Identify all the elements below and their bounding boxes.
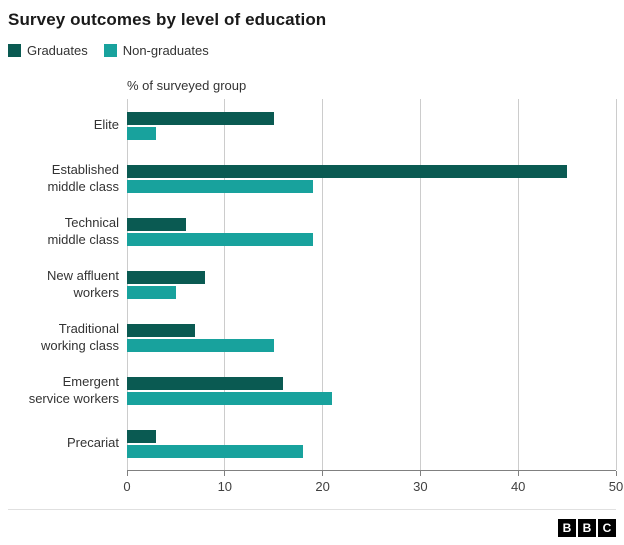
axis-tick: [419, 471, 421, 476]
bar-group: [127, 258, 616, 311]
bar-non-graduates: [127, 285, 176, 299]
axis-tick: [224, 471, 226, 476]
axis-tick-label: 10: [217, 479, 233, 494]
bar-group: [127, 417, 616, 470]
legend-label-graduates: Graduates: [27, 43, 88, 58]
category-label: Elite: [93, 117, 119, 133]
legend-swatch-non-graduates: [103, 44, 117, 57]
x-axis-title: % of surveyed group: [127, 78, 247, 93]
axis-tick-label: 50: [608, 479, 624, 494]
bar-non-graduates: [127, 391, 333, 405]
axis-tick-label: 40: [510, 479, 526, 494]
bar-non-graduates: [127, 179, 313, 193]
bar-graduates: [127, 323, 196, 337]
bar-graduates: [127, 111, 274, 125]
legend-label-non-graduates: Non-graduates: [122, 43, 209, 58]
bar-graduates: [127, 217, 186, 231]
bar-non-graduates: [127, 444, 304, 458]
gridline: [322, 99, 324, 470]
category-label: Precariat: [66, 435, 119, 451]
chart-row: Elite: [8, 99, 616, 152]
category-label: Traditional working class: [40, 321, 119, 353]
legend: Graduates Non-graduates: [8, 43, 616, 58]
gridline: [615, 99, 617, 470]
bar-graduates: [127, 429, 157, 443]
bar-non-graduates: [127, 338, 274, 352]
chart-row: Traditional working class: [8, 311, 616, 364]
bar-non-graduates: [127, 232, 313, 246]
chart-title: Survey outcomes by level of education: [8, 10, 327, 29]
bar-group: [127, 152, 616, 205]
bar-graduates: [127, 376, 284, 390]
bar-group: [127, 205, 616, 258]
gridline: [224, 99, 226, 470]
gridline: [517, 99, 519, 470]
axis-tick-label: 20: [315, 479, 330, 494]
bbc-logo-block: B: [558, 519, 576, 537]
bar-group: [127, 99, 616, 152]
axis-tick-label: 0: [123, 479, 131, 494]
axis-tick-label: 30: [413, 479, 428, 494]
axis-tick: [517, 471, 519, 476]
bar-non-graduates: [127, 126, 157, 140]
bar-rows: Elite Established middle class Technical m…: [8, 99, 616, 470]
chart-row: Precariat: [8, 417, 616, 470]
legend-swatch-graduates: [8, 44, 21, 57]
gridline: [419, 99, 421, 470]
axis-tick: [615, 471, 617, 476]
chart-row: Technical middle class: [8, 205, 616, 258]
axis-tick: [322, 471, 324, 476]
gridline: [126, 99, 128, 470]
bar-graduates: [127, 270, 206, 284]
legend-item-graduates: Graduates: [8, 43, 88, 58]
category-label: Technical middle class: [47, 215, 119, 247]
bbc-logo-block: C: [598, 519, 616, 537]
bar-graduates: [127, 164, 568, 178]
chart-row: Established middle class: [8, 152, 616, 205]
chart-row: Emergent service workers: [8, 364, 616, 417]
bar-group: [127, 311, 616, 364]
plot-area: Elite Established middle class Technical m…: [8, 99, 623, 496]
category-label: Established middle class: [47, 162, 119, 194]
bar-group: [127, 364, 616, 417]
category-label: New affluent workers: [46, 268, 119, 300]
bbc-logo-block: B: [578, 519, 596, 537]
chart-row: New affluent workers: [8, 258, 616, 311]
legend-item-non-graduates: Non-graduates: [103, 43, 209, 58]
x-axis: 0 10 20 30 40 50: [123, 470, 623, 496]
axis-tick: [126, 471, 128, 476]
gridlines: [126, 99, 617, 470]
category-label: Emergent service workers: [28, 374, 119, 406]
